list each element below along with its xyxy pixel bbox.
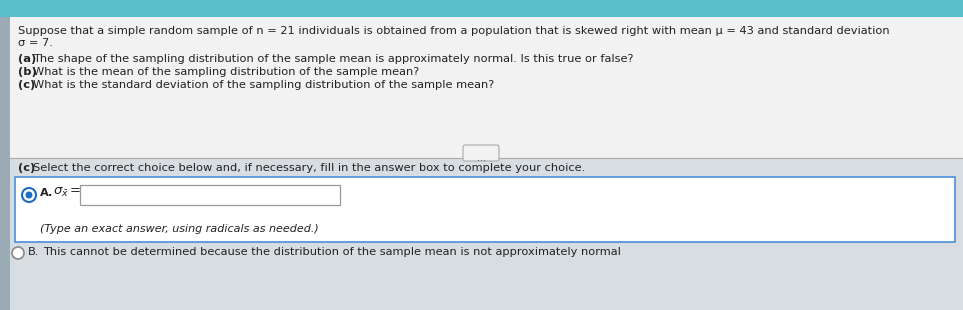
Text: This cannot be determined because the distribution of the sample mean is not app: This cannot be determined because the di…	[43, 247, 621, 257]
Text: The shape of the sampling distribution of the sample mean is approximately norma: The shape of the sampling distribution o…	[33, 54, 634, 64]
Text: What is the standard deviation of the sampling distribution of the sample mean?: What is the standard deviation of the sa…	[33, 80, 494, 90]
Text: $\sigma_{\bar{x}}=$: $\sigma_{\bar{x}}=$	[53, 186, 82, 199]
FancyBboxPatch shape	[80, 185, 340, 205]
Text: (c): (c)	[18, 80, 36, 90]
FancyBboxPatch shape	[0, 17, 10, 310]
Circle shape	[25, 192, 33, 198]
Text: (c): (c)	[18, 163, 36, 173]
Text: (Type an exact answer, using radicals as needed.): (Type an exact answer, using radicals as…	[40, 224, 319, 234]
Text: ...: ...	[477, 153, 485, 163]
Text: What is the mean of the sampling distribution of the sample mean?: What is the mean of the sampling distrib…	[33, 67, 419, 77]
Text: B.: B.	[28, 247, 39, 257]
Circle shape	[12, 247, 24, 259]
FancyBboxPatch shape	[463, 145, 499, 161]
FancyBboxPatch shape	[15, 177, 955, 242]
Text: Select the correct choice below and, if necessary, fill in the answer box to com: Select the correct choice below and, if …	[33, 163, 586, 173]
FancyBboxPatch shape	[10, 17, 963, 158]
FancyBboxPatch shape	[0, 0, 963, 17]
FancyBboxPatch shape	[10, 158, 963, 310]
Circle shape	[22, 188, 36, 202]
Text: (a): (a)	[18, 54, 37, 64]
Text: (b): (b)	[18, 67, 37, 77]
Text: σ = 7.: σ = 7.	[18, 38, 53, 48]
Text: Suppose that a simple random sample of n = 21 individuals is obtained from a pop: Suppose that a simple random sample of n…	[18, 26, 890, 36]
Text: A.: A.	[40, 188, 53, 198]
